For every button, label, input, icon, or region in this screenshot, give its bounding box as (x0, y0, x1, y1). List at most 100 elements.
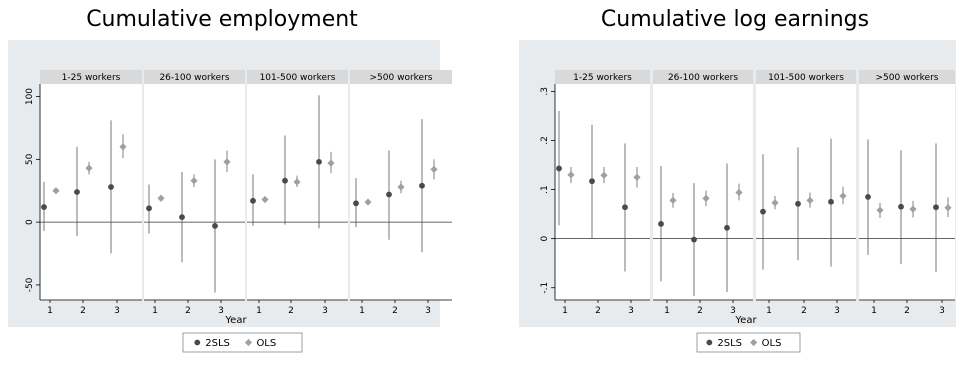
twosls-point (282, 177, 288, 184)
ols-point (771, 199, 779, 207)
twosls-point (658, 221, 664, 227)
ols-point (567, 171, 575, 179)
x-tick-label: 3 (114, 306, 120, 316)
facet-label: 26-100 workers (159, 73, 229, 83)
legend-twosls-label: 2SLS (205, 338, 230, 349)
y-tick-label: .3 (540, 87, 550, 96)
y-tick-label: .1 (540, 185, 550, 194)
facet-label: 1-25 workers (62, 73, 121, 83)
x-tick-label: 2 (697, 306, 703, 316)
y-tick-label: 50 (25, 153, 35, 165)
ols-point (157, 194, 165, 202)
x-tick-label: 1 (152, 306, 158, 316)
twosls-point (865, 194, 871, 200)
ols-point (85, 164, 93, 172)
twosls-point (724, 224, 730, 231)
ols-point (876, 206, 884, 214)
x-tick-label: 1 (664, 306, 670, 316)
facet-strip (247, 70, 348, 84)
facet-panel: 101-500 workers 1 2 3 (756, 70, 856, 316)
facet-plot-area (653, 70, 753, 300)
x-tick-label: 3 (834, 306, 840, 316)
twosls-point (898, 203, 904, 210)
x-axis-title: Year (734, 315, 757, 326)
ols-point (261, 195, 269, 204)
x-tick-label: 2 (392, 306, 398, 316)
legend-box (182, 332, 303, 353)
facet-label: 26-100 workers (668, 73, 738, 83)
x-tick-label: 2 (185, 306, 191, 316)
twosls-point (179, 214, 185, 221)
twosls-point (622, 204, 628, 211)
ols-point (944, 204, 952, 212)
x-tick-label: 2 (904, 306, 910, 316)
ols-point (223, 158, 231, 166)
twosls-point (41, 204, 47, 210)
facet-strip (859, 70, 955, 84)
legend-ols-marker (244, 338, 253, 347)
ols-point (327, 159, 335, 167)
twosls-point (795, 200, 801, 207)
chart-title: Cumulative log earnings (601, 7, 869, 32)
twosls-point (353, 200, 359, 207)
twosls-point (828, 198, 834, 205)
twosls-point (316, 158, 322, 165)
facet-label: >500 workers (370, 73, 433, 83)
legend: 2SLS OLS (182, 332, 303, 353)
legend-ols-label: OLS (256, 338, 276, 349)
legend-ols-marker (750, 338, 758, 347)
x-tick-label: 1 (766, 306, 772, 316)
ols-point (633, 173, 641, 181)
facet-panel: 101-500 workers 1 2 3 (247, 70, 348, 316)
legend-twosls-marker (706, 339, 713, 346)
twosls-point (108, 184, 114, 190)
twosls-point (146, 205, 152, 212)
ols-point (909, 205, 917, 213)
x-tick-label: 3 (628, 306, 634, 316)
facet-strip (756, 70, 856, 84)
x-tick-label: 3 (939, 306, 945, 316)
y-tick-label: 100 (25, 88, 35, 105)
twosls-point (589, 178, 595, 185)
twosls-point (556, 165, 562, 172)
legend-box (696, 332, 801, 353)
twosls-point (250, 197, 256, 204)
facet-plot-area (859, 70, 955, 300)
twosls-point (760, 208, 766, 215)
ols-point (293, 178, 301, 186)
facet-panel: 1-25 workers 1 2 3 (554, 70, 650, 316)
facet-strip (555, 70, 650, 84)
x-tick-label: 1 (871, 306, 877, 316)
facet-panel: 26-100 workers 1 2 3 (144, 70, 245, 316)
ols-point (839, 192, 847, 200)
ols-point (735, 188, 743, 197)
ols-point (364, 198, 372, 206)
facet-panel: >500 workers 1 2 3 (350, 70, 452, 316)
ols-point (600, 171, 608, 179)
facet-label: 101-500 workers (260, 73, 336, 83)
ols-point (397, 183, 405, 191)
twosls-point (74, 189, 80, 195)
y-tick-label: -50 (25, 277, 35, 292)
legend-twosls-label: 2SLS (717, 338, 742, 349)
x-tick-label: 2 (595, 306, 601, 316)
y-tick-label: -.1 (540, 282, 550, 294)
ols-point (52, 187, 60, 195)
x-tick-label: 1 (562, 306, 568, 316)
y-tick-label: 0 (540, 236, 550, 242)
legend-twosls-marker (194, 339, 201, 346)
chart-cumulative-employment: Cumulative employment -50 0 50 100 1-25 worke… (8, 7, 452, 353)
twosls-point (691, 236, 697, 243)
x-axis-title: Year (224, 315, 247, 326)
y-tick-label: 0 (25, 219, 35, 225)
x-tick-label: 1 (47, 306, 53, 316)
x-tick-label: 3 (322, 306, 328, 316)
x-tick-label: 1 (359, 306, 365, 316)
x-tick-label: 2 (80, 306, 86, 316)
ols-point (669, 196, 677, 204)
facet-panel: >500 workers 1 2 3 (859, 70, 955, 316)
x-tick-label: 3 (425, 306, 431, 316)
ols-point (119, 143, 127, 151)
twosls-point (419, 182, 425, 189)
